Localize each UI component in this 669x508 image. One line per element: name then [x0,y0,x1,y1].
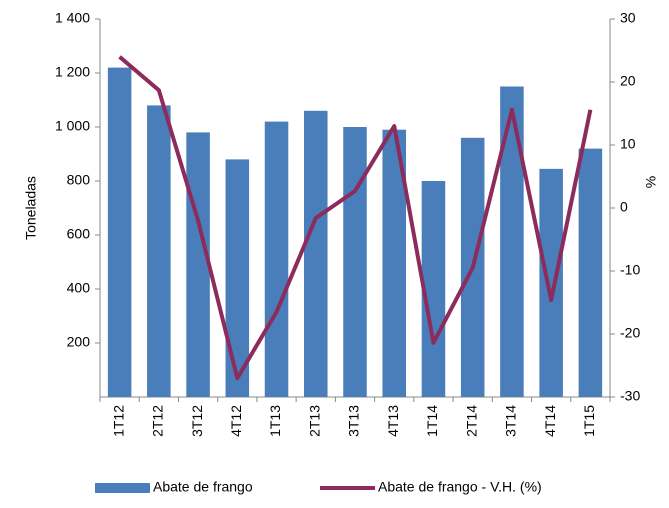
x-tick-label: 2T12 [150,405,166,437]
x-tick-label: 1T14 [424,405,440,437]
y-axis-label: Toneladas [23,176,39,240]
bar [225,159,250,397]
x-tick-label: 4T12 [228,405,244,437]
legend-swatch [95,483,150,493]
x-tick-label: 1T12 [110,405,126,437]
x-tick-label: 1T15 [581,405,597,437]
bar [147,105,171,398]
bar [500,86,524,397]
y2-tick-label: 0 [620,199,628,215]
y-tick-label: 200 [67,334,91,350]
legend-label: Abate de frango [153,479,253,495]
bar [421,181,446,397]
x-tick-label: 3T14 [503,405,519,437]
bar [264,121,289,397]
y-tick-label: 400 [67,280,91,296]
x-tick-label: 2T13 [306,405,322,437]
y-tick-label: 800 [67,172,91,188]
legend-label: Abate de frango - V.H. (%) [378,479,542,495]
x-tick-label: 3T12 [189,405,205,437]
bar [578,148,603,397]
bar [304,110,328,398]
y-tick-label: 1 200 [55,64,90,80]
bar [382,129,406,397]
bar [107,67,132,397]
x-tick-label: 4T14 [542,405,558,437]
y2-tick-label: 10 [620,136,636,152]
y-tick-label: 1 000 [55,118,90,134]
line [118,55,593,381]
y2-tick-label: -10 [620,262,640,278]
y2-axis-label: % [643,176,659,188]
y-tick-label: 1 400 [55,10,90,26]
y-tick-label: 600 [67,226,91,242]
x-tick-label: 4T13 [385,405,401,437]
x-tick-label: 2T14 [463,405,479,437]
bar [539,168,563,397]
y2-tick-label: 20 [620,73,636,89]
y2-tick-label: -30 [620,388,640,404]
bar [343,127,367,397]
y2-tick-label: -20 [620,325,640,341]
bar [186,132,210,397]
x-tick-label: 3T13 [346,405,362,437]
y2-tick-label: 30 [620,10,636,26]
x-tick-label: 1T13 [267,405,283,437]
